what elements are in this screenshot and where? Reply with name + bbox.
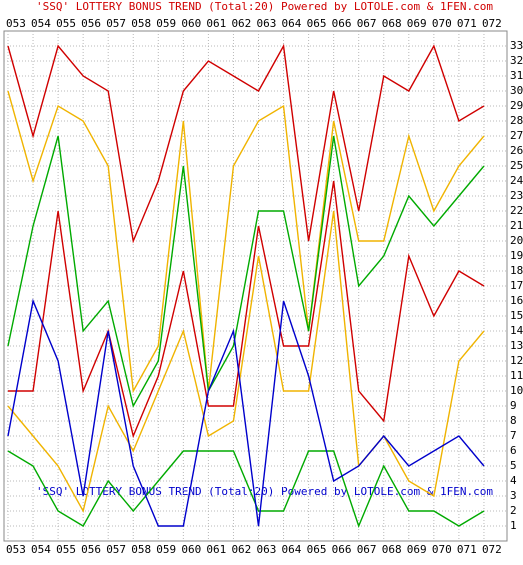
- y-tick-label: 16: [510, 294, 523, 307]
- x-tick-label: 064: [282, 17, 302, 30]
- x-tick-label: 060: [181, 17, 201, 30]
- x-tick-label: 053: [6, 543, 26, 556]
- y-tick-label: 9: [510, 399, 517, 412]
- x-tick-label: 054: [31, 17, 51, 30]
- x-tick-label: 058: [131, 543, 151, 556]
- y-tick-label: 24: [510, 174, 523, 187]
- x-tick-label: 063: [257, 543, 277, 556]
- y-tick-label: 33: [510, 39, 523, 52]
- y-tick-label: 12: [510, 354, 523, 367]
- x-tick-label: 060: [181, 543, 201, 556]
- y-tick-label: 31: [510, 69, 523, 82]
- x-tick-label: 068: [382, 17, 402, 30]
- y-tick-label: 19: [510, 249, 523, 262]
- y-tick-label: 14: [510, 324, 523, 337]
- y-tick-label: 29: [510, 99, 523, 112]
- y-tick-label: 2: [510, 504, 517, 517]
- x-tick-label: 065: [307, 543, 327, 556]
- x-tick-label: 064: [282, 543, 302, 556]
- x-tick-label: 062: [231, 543, 251, 556]
- x-tick-label: 059: [156, 543, 176, 556]
- series-line: [7, 298, 485, 527]
- x-tick-label: 057: [106, 543, 126, 556]
- x-tick-label: 072: [482, 17, 502, 30]
- x-tick-label: 068: [382, 543, 402, 556]
- series-line: [7, 210, 485, 513]
- x-tick-label: 053: [6, 17, 26, 30]
- x-tick-label: 069: [407, 543, 427, 556]
- x-tick-label: 057: [106, 17, 126, 30]
- y-tick-label: 30: [510, 84, 523, 97]
- y-tick-label: 22: [510, 204, 523, 217]
- y-tick-label: 3: [510, 489, 517, 502]
- x-tick-label: 056: [81, 17, 101, 30]
- y-tick-label: 27: [510, 129, 523, 142]
- x-tick-label: 058: [131, 17, 151, 30]
- x-tick-label: 055: [56, 543, 76, 556]
- series-line: [7, 135, 485, 408]
- x-tick-label: 070: [432, 543, 452, 556]
- x-tick-label: 065: [307, 17, 327, 30]
- x-tick-label: 054: [31, 543, 51, 556]
- y-tick-label: 28: [510, 114, 523, 127]
- x-tick-label: 069: [407, 17, 427, 30]
- series-line: [8, 180, 485, 439]
- y-tick-label: 11: [510, 369, 523, 382]
- y-tick-label: 10: [510, 384, 523, 397]
- x-tick-label: 070: [432, 17, 452, 30]
- x-tick-label: 071: [457, 543, 477, 556]
- y-tick-label: 8: [510, 414, 517, 427]
- y-tick-label: 1: [510, 519, 517, 532]
- y-tick-label: 17: [510, 279, 523, 292]
- y-tick-label: 26: [510, 144, 523, 157]
- y-tick-label: 32: [510, 54, 523, 67]
- x-tick-label: 072: [482, 543, 502, 556]
- chart-footer-title: 'SSQ' LOTTERY BONUS TREND (Total:20) Pow…: [36, 485, 493, 498]
- x-tick-label: 066: [332, 17, 352, 30]
- y-tick-label: 15: [510, 309, 523, 322]
- x-tick-label: 059: [156, 17, 176, 30]
- y-tick-label: 13: [510, 339, 523, 352]
- x-tick-label: 067: [357, 17, 377, 30]
- y-tick-label: 23: [510, 189, 523, 202]
- x-tick-label: 061: [206, 543, 226, 556]
- x-tick-label: 062: [231, 17, 251, 30]
- series-line: [7, 450, 485, 528]
- x-tick-label: 067: [357, 543, 377, 556]
- y-tick-label: 7: [510, 429, 517, 442]
- x-tick-label: 063: [257, 17, 277, 30]
- x-tick-label: 061: [206, 17, 226, 30]
- y-tick-label: 20: [510, 234, 523, 247]
- x-tick-label: 055: [56, 17, 76, 30]
- series-line: [7, 43, 485, 244]
- y-tick-label: 21: [510, 219, 523, 232]
- y-tick-label: 18: [510, 264, 523, 277]
- x-tick-label: 071: [457, 17, 477, 30]
- y-tick-label: 25: [510, 159, 523, 172]
- y-tick-label: 6: [510, 444, 517, 457]
- x-tick-label: 066: [332, 543, 352, 556]
- x-tick-label: 056: [81, 543, 101, 556]
- chart-title: 'SSQ' LOTTERY BONUS TREND (Total:20) Pow…: [36, 0, 493, 13]
- y-tick-label: 5: [510, 459, 517, 472]
- y-tick-label: 4: [510, 474, 517, 487]
- series-line: [7, 90, 485, 394]
